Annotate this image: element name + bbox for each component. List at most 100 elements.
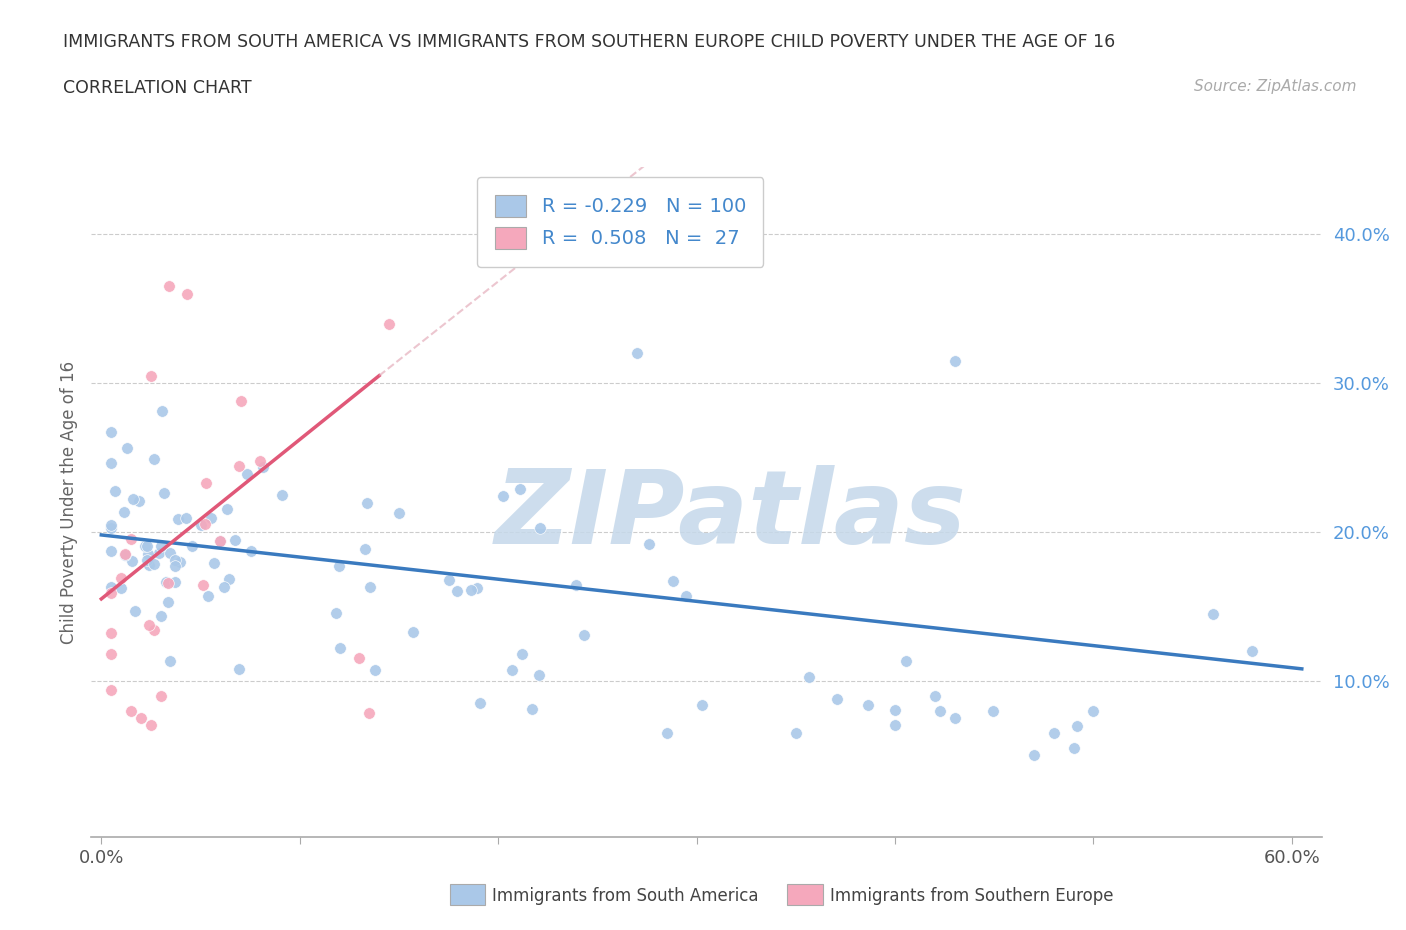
Point [492,489,515,504]
Point [884,703,907,718]
Point [135,552,157,567]
Point [112,505,135,520]
Point [208,533,231,548]
Point [218,572,240,587]
Point [124,604,146,618]
Point [690,698,713,712]
Point [270,488,292,503]
Point [100,543,122,558]
Point [1022,748,1045,763]
Point [195,475,218,490]
Point [249,453,271,468]
Point [212,579,235,594]
Text: CORRELATION CHART: CORRELATION CHART [63,79,252,97]
Point [325,605,347,620]
Point [675,589,697,604]
Point [799,670,821,684]
Point [110,571,132,586]
Point [1083,703,1105,718]
Point [191,578,214,592]
Point [785,725,807,740]
Text: ZIPatlas: ZIPatlas [495,465,967,566]
Point [176,286,198,301]
Point [228,661,250,676]
Point [181,538,204,553]
Point [228,458,250,473]
Point [252,459,274,474]
Text: Immigrants from South America: Immigrants from South America [492,886,759,905]
Point [437,572,460,587]
Point [148,545,170,560]
Point [136,538,159,553]
Point [328,558,350,573]
Point [121,531,143,546]
Point [100,517,122,532]
Point [354,542,377,557]
Point [100,424,122,439]
Point [163,552,186,567]
Point [468,695,491,710]
Point [129,711,152,725]
Point [626,346,648,361]
Point [388,506,411,521]
Point [364,662,387,677]
Point [139,718,162,733]
Point [155,574,177,589]
Text: IMMIGRANTS FROM SOUTH AMERICA VS IMMIGRANTS FROM SOUTHERN EUROPE CHILD POVERTY U: IMMIGRANTS FROM SOUTH AMERICA VS IMMIGRA… [63,33,1115,50]
Point [157,594,180,609]
Point [662,574,685,589]
Point [153,485,176,500]
Point [159,546,181,561]
Point [202,556,225,571]
Point [655,725,678,740]
Point [139,368,162,383]
Point [128,493,150,508]
Point [856,698,879,712]
Point [329,641,352,656]
Point [572,628,595,643]
Point [224,532,246,547]
Point [1201,606,1223,621]
Y-axis label: Child Poverty Under the Age of 16: Child Poverty Under the Age of 16 [59,361,77,644]
Point [104,484,127,498]
Point [150,404,173,418]
Point [143,452,166,467]
Point [529,520,551,535]
Point [150,538,173,553]
Point [150,608,173,623]
Point [446,584,468,599]
Point [142,622,165,637]
Point [159,654,181,669]
Point [122,491,145,506]
Point [136,547,159,562]
Point [100,579,122,594]
Point [167,512,190,526]
Point [100,521,122,536]
Point [359,579,381,594]
Point [157,279,180,294]
Point [1042,725,1064,740]
Point [149,688,172,703]
Point [100,456,122,471]
Text: Source: ZipAtlas.com: Source: ZipAtlas.com [1194,79,1357,94]
Text: Immigrants from Southern Europe: Immigrants from Southern Europe [830,886,1114,905]
Point [378,316,401,331]
Point [943,711,966,725]
Point [943,353,966,368]
Point [114,547,136,562]
Point [501,663,523,678]
Point [114,548,136,563]
Point [235,466,257,481]
Point [143,557,166,572]
Point [1241,644,1264,658]
Point [197,589,219,604]
Point [138,558,160,573]
Point [174,511,197,525]
Point [100,683,122,698]
Legend: R = -0.229   N = 100, R =  0.508   N =  27: R = -0.229 N = 100, R = 0.508 N = 27 [478,177,763,267]
Point [163,575,186,590]
Point [169,555,191,570]
Point [638,537,661,551]
Point [359,706,381,721]
Point [924,688,946,703]
